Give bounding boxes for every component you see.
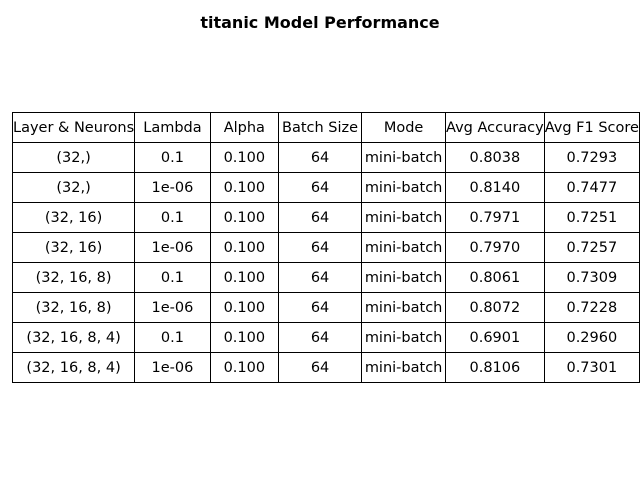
table-cell: 1e-06 bbox=[134, 352, 211, 383]
table-cell: mini-batch bbox=[361, 202, 447, 233]
table-row: (32,) 1e-06 0.100 64 mini-batch 0.8140 0… bbox=[11, 172, 640, 203]
column-header-batch-size: Batch Size bbox=[277, 112, 363, 143]
column-header-lambda: Lambda bbox=[134, 112, 211, 143]
table-cell: 0.100 bbox=[209, 232, 279, 263]
table-cell: 0.1 bbox=[134, 322, 211, 353]
table-cell: 0.7970 bbox=[445, 232, 545, 263]
table-cell: 64 bbox=[277, 202, 363, 233]
table-cell: 0.8106 bbox=[445, 352, 545, 383]
table-cell: 0.100 bbox=[209, 292, 279, 323]
table-cell: 64 bbox=[277, 322, 363, 353]
table-row: (32, 16, 8) 0.1 0.100 64 mini-batch 0.80… bbox=[11, 262, 640, 293]
table-header-row: Layer & Neurons Lambda Alpha Batch Size … bbox=[11, 112, 640, 143]
table-cell: 0.100 bbox=[209, 172, 279, 203]
table-cell: 0.100 bbox=[209, 202, 279, 233]
table-cell: 0.1 bbox=[134, 142, 211, 173]
table-cell: 0.100 bbox=[209, 352, 279, 383]
table-cell: 1e-06 bbox=[134, 232, 211, 263]
table-cell: mini-batch bbox=[361, 292, 447, 323]
table-cell: 0.100 bbox=[209, 322, 279, 353]
table-cell: (32, 16) bbox=[11, 202, 136, 233]
table-row: (32, 16, 8, 4) 0.1 0.100 64 mini-batch 0… bbox=[11, 322, 640, 353]
table-cell: 0.8038 bbox=[445, 142, 545, 173]
table-cell: mini-batch bbox=[361, 142, 447, 173]
table-row: (32, 16, 8, 4) 1e-06 0.100 64 mini-batch… bbox=[11, 352, 640, 383]
table-cell: 0.7257 bbox=[543, 232, 640, 263]
table-cell: 64 bbox=[277, 262, 363, 293]
table-cell: 0.6901 bbox=[445, 322, 545, 353]
table-row: (32, 16) 1e-06 0.100 64 mini-batch 0.797… bbox=[11, 232, 640, 263]
table-cell: (32, 16) bbox=[11, 232, 136, 263]
table-cell: (32, 16, 8) bbox=[11, 292, 136, 323]
table-cell: 0.100 bbox=[209, 142, 279, 173]
table-cell: mini-batch bbox=[361, 322, 447, 353]
table-cell: 0.100 bbox=[209, 262, 279, 293]
table-row: (32, 16, 8) 1e-06 0.100 64 mini-batch 0.… bbox=[11, 292, 640, 323]
table-cell: mini-batch bbox=[361, 172, 447, 203]
table-cell: 0.7477 bbox=[543, 172, 640, 203]
table-cell: 64 bbox=[277, 292, 363, 323]
table-row: (32, 16) 0.1 0.100 64 mini-batch 0.7971 … bbox=[11, 202, 640, 233]
table-cell: 0.7971 bbox=[445, 202, 545, 233]
table-cell: (32,) bbox=[11, 172, 136, 203]
table-row: (32,) 0.1 0.100 64 mini-batch 0.8038 0.7… bbox=[11, 142, 640, 173]
table-cell: (32, 16, 8) bbox=[11, 262, 136, 293]
table-cell: 0.7251 bbox=[543, 202, 640, 233]
table-cell: 0.8072 bbox=[445, 292, 545, 323]
table-cell: 64 bbox=[277, 232, 363, 263]
column-header-avg-accuracy: Avg Accuracy bbox=[445, 112, 545, 143]
table-cell: mini-batch bbox=[361, 232, 447, 263]
table-cell: (32,) bbox=[11, 142, 136, 173]
table-cell: 64 bbox=[277, 142, 363, 173]
table-cell: 1e-06 bbox=[134, 172, 211, 203]
table-cell: 0.7301 bbox=[543, 352, 640, 383]
chart-title: titanic Model Performance bbox=[200, 13, 440, 32]
table-cell: mini-batch bbox=[361, 352, 447, 383]
table-cell: 0.7309 bbox=[543, 262, 640, 293]
table-cell: (32, 16, 8, 4) bbox=[11, 352, 136, 383]
table-cell: 0.1 bbox=[134, 202, 211, 233]
column-header-alpha: Alpha bbox=[209, 112, 279, 143]
table-cell: 64 bbox=[277, 352, 363, 383]
table-cell: 0.1 bbox=[134, 262, 211, 293]
table-cell: 1e-06 bbox=[134, 292, 211, 323]
column-header-layer-neurons: Layer & Neurons bbox=[11, 112, 136, 143]
column-header-avg-f1-score: Avg F1 Score bbox=[543, 112, 640, 143]
table-cell: 0.2960 bbox=[543, 322, 640, 353]
table-cell: mini-batch bbox=[361, 262, 447, 293]
table-cell: 0.8140 bbox=[445, 172, 545, 203]
table-cell: 64 bbox=[277, 172, 363, 203]
table-cell: 0.7228 bbox=[543, 292, 640, 323]
table-cell: 0.7293 bbox=[543, 142, 640, 173]
table-cell: (32, 16, 8, 4) bbox=[11, 322, 136, 353]
table-cell: 0.8061 bbox=[445, 262, 545, 293]
performance-table: Layer & Neurons Lambda Alpha Batch Size … bbox=[11, 112, 640, 383]
column-header-mode: Mode bbox=[361, 112, 447, 143]
